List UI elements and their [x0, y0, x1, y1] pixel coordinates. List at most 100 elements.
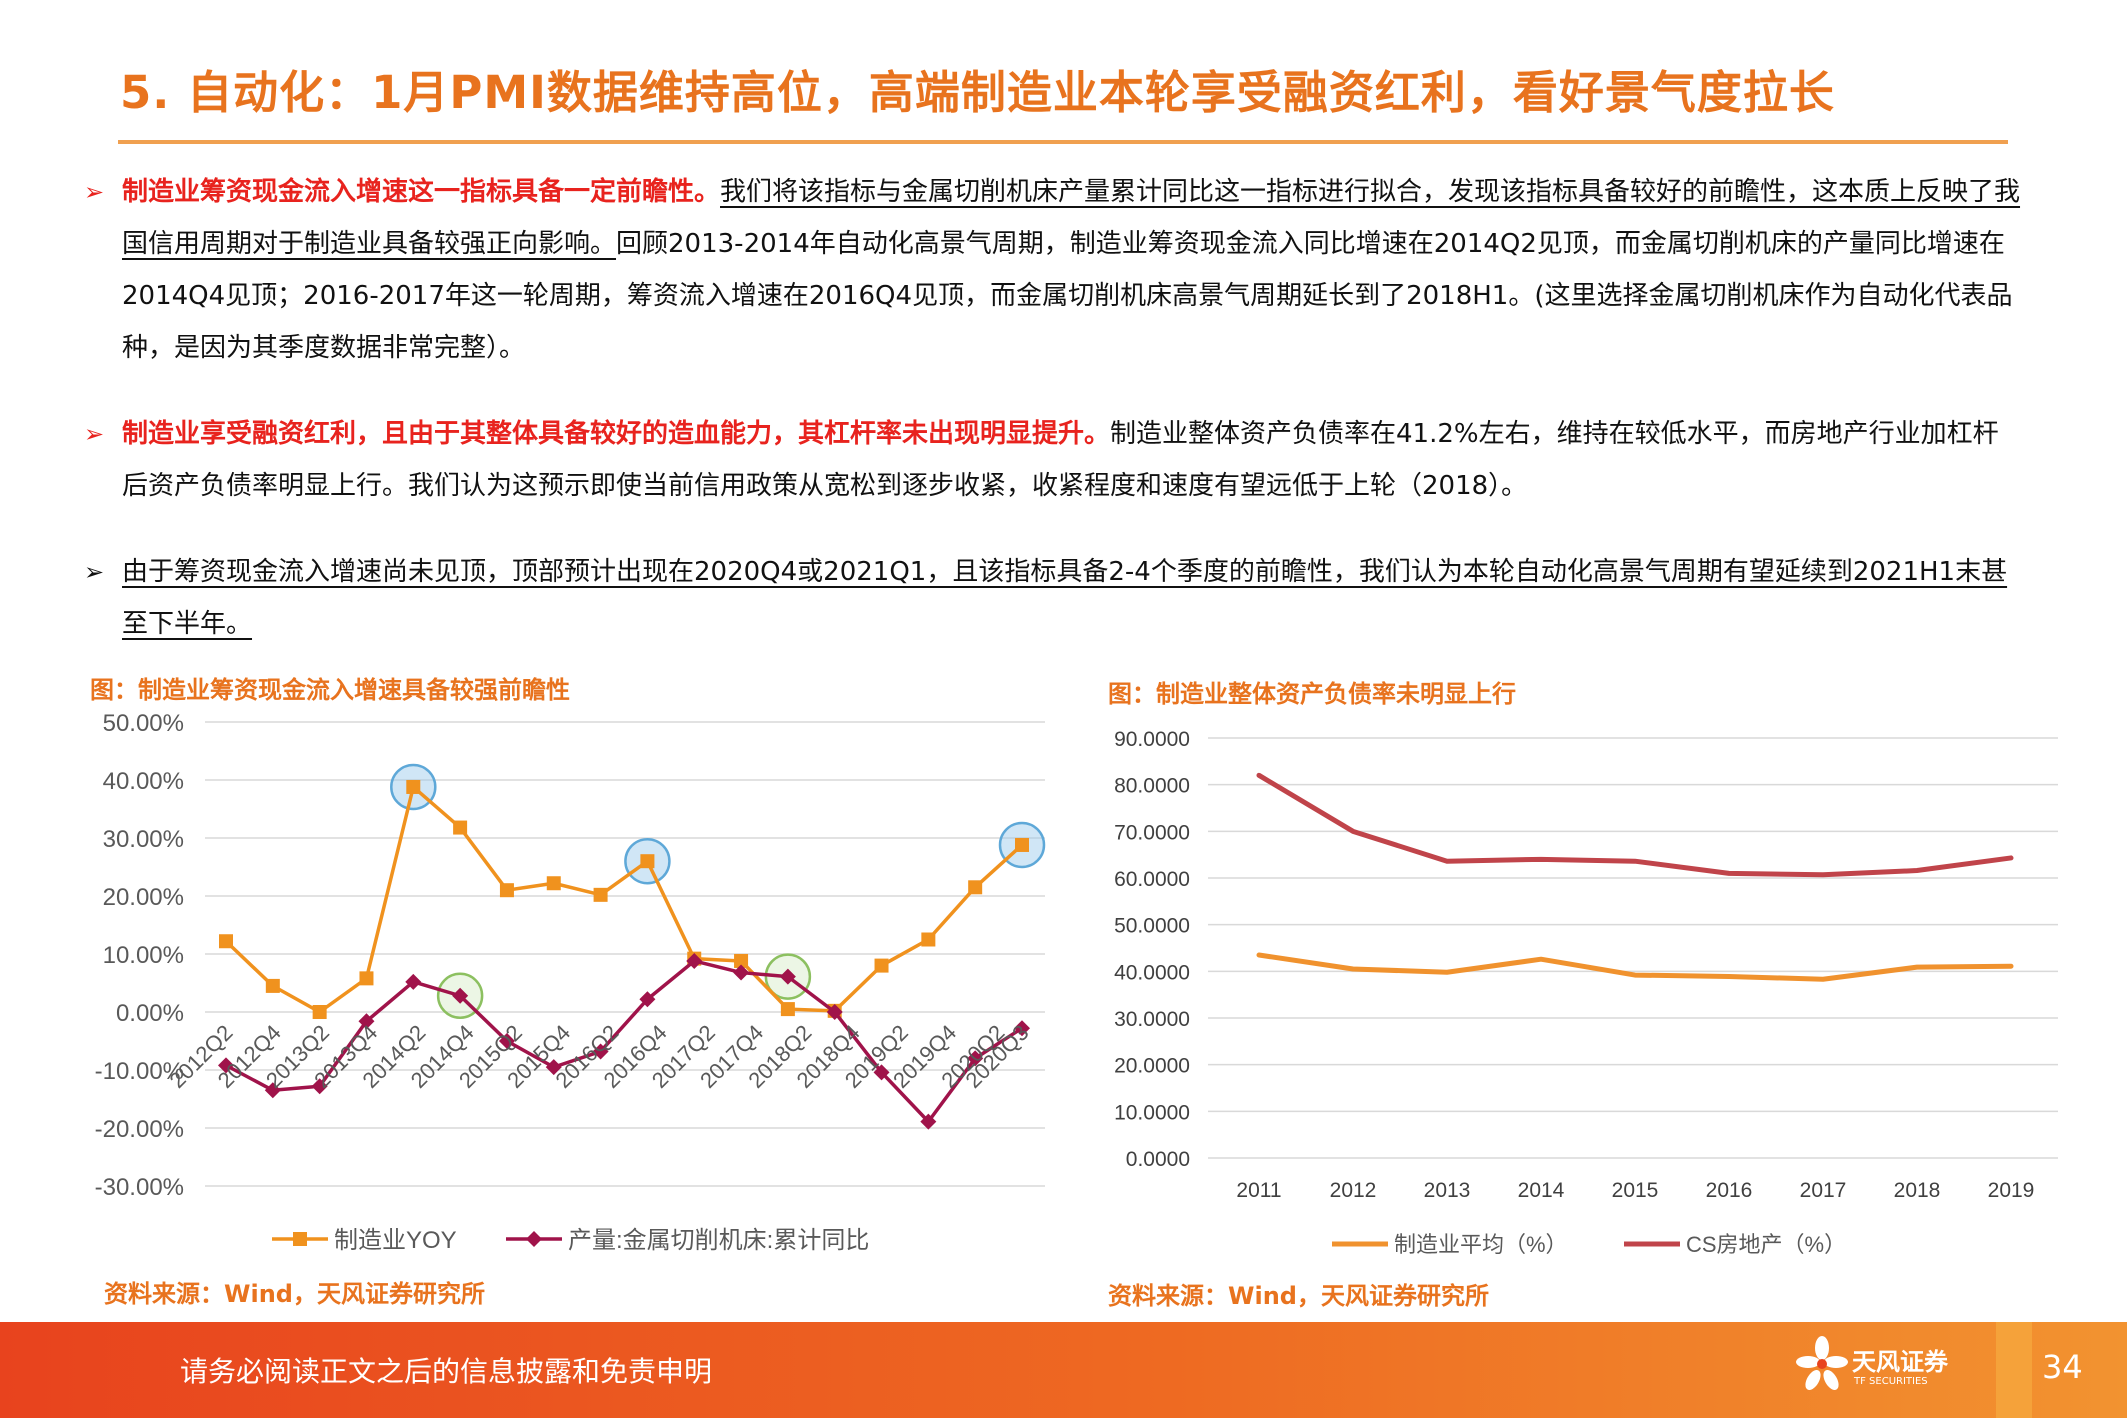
legend-label: CS房地产（%）	[1686, 1232, 1846, 1257]
logo-text: 天风证券	[1852, 1348, 1948, 1376]
data-point	[780, 1002, 795, 1017]
y-tick-label: 20.00%	[103, 884, 184, 911]
company-logo: 天风证券 TF SECURITIES	[1796, 1334, 1966, 1404]
data-point	[733, 964, 750, 981]
bullet-2: ➢ 制造业享受融资红利，且由于其整体具备较好的造血能力，其杠杆率未出现明显提升。…	[82, 408, 2022, 512]
data-point	[265, 978, 280, 993]
data-point	[920, 1113, 937, 1130]
bullet-list: ➢ 制造业筹资现金流入增速这一指标具备一定前瞻性。我们将该指标与金属切削机床产量…	[82, 166, 2022, 650]
y-tick-label: 30.00%	[103, 826, 184, 853]
bullet-arrow-icon: ➢	[84, 558, 105, 586]
data-point	[405, 973, 422, 990]
y-tick-label: 20.0000	[1114, 1055, 1190, 1078]
x-tick-label: 2011	[1236, 1179, 1281, 1202]
y-tick-label: 10.0000	[1114, 1101, 1190, 1124]
y-tick-label: 10.00%	[103, 942, 184, 969]
data-point	[826, 1004, 843, 1020]
data-point	[921, 932, 936, 947]
y-tick-label: 40.0000	[1114, 961, 1190, 984]
legend-label: 制造业平均（%）	[1394, 1232, 1568, 1257]
chart-debt-ratio: 图：制造业整体资产负债率未明显上行 90.0000 80.0000 70.0000 6…	[1060, 660, 2127, 1320]
bullet-arrow-icon: ➢	[84, 178, 105, 206]
y-tick-label: 80.0000	[1114, 775, 1190, 798]
footer-disclaimer: 请务必阅读正文之后的信息披露和免责申明	[180, 1355, 713, 1388]
data-point	[967, 1050, 984, 1067]
x-tick-label: 2012	[1330, 1179, 1377, 1202]
data-point	[219, 934, 233, 949]
data-point	[734, 953, 749, 968]
data-point	[264, 1082, 281, 1099]
series-line-2	[225, 959, 1023, 1124]
footer-bar: 请务必阅读正文之后的信息披露和免责申明 天风证券 TF SECURITIES 3…	[0, 1322, 2127, 1418]
data-point	[779, 968, 796, 985]
y-tick-label: 40.00%	[103, 768, 184, 795]
x-tick-label: 2015	[1612, 1179, 1659, 1202]
bullet-3: ➢ 由于筹资现金流入增速尚未见顶，顶部预计出现在2020Q4或2021Q1，且该…	[82, 546, 2022, 650]
data-point	[498, 1033, 515, 1049]
chart-financing-vs-machine-tools: 图：制造业筹资现金流入增速具备较强前瞻性 50.00% 40.00% 30.00% 2…	[0, 660, 1060, 1320]
data-point	[640, 854, 655, 869]
y-tick-label: 0.0000	[1126, 1148, 1190, 1171]
data-point	[546, 876, 561, 891]
y-tick-label: 30.0000	[1114, 1008, 1190, 1031]
data-point	[545, 1059, 562, 1076]
data-point	[1014, 1020, 1030, 1037]
data-point	[592, 1043, 609, 1060]
data-point	[218, 1057, 234, 1074]
footer-accent-band	[1996, 1322, 2032, 1418]
y-tick-label: -30.00%	[95, 1174, 184, 1201]
legend-marker	[293, 1232, 307, 1246]
data-point	[359, 971, 374, 986]
data-point	[874, 958, 889, 973]
x-tick-label: 2014	[1518, 1179, 1565, 1202]
x-tick-label: 2017	[1800, 1179, 1847, 1202]
chart-1-svg: 50.00% 40.00% 30.00% 20.00% 10.00% 0.00% -10.0…	[95, 710, 1046, 1254]
data-point	[593, 887, 608, 902]
y-tick-label: -20.00%	[95, 1116, 184, 1143]
data-point	[1015, 837, 1029, 852]
series-line-2	[1256, 772, 2014, 878]
x-tick-label: 2016	[1706, 1179, 1753, 1202]
data-point	[639, 991, 656, 1008]
bullet-1-lead: 制造业筹资现金流入增速这一指标具备一定前瞻性。	[122, 177, 721, 207]
slide-title: 5. 自动化：1月PMI数据维持高位，高端制造业本轮享受融资红利，看好景气度拉长	[120, 66, 1835, 119]
data-point	[968, 880, 983, 895]
bullet-arrow-icon: ➢	[84, 420, 105, 448]
flower-logo-icon	[1796, 1336, 1848, 1390]
legend-marker	[526, 1231, 542, 1247]
data-point	[499, 883, 514, 898]
y-tick-label: 60.0000	[1114, 868, 1190, 891]
y-tick-label: 70.0000	[1114, 821, 1190, 844]
legend-label: 制造业YOY	[334, 1227, 457, 1254]
data-point	[873, 1064, 890, 1081]
data-point	[686, 952, 703, 969]
chart-2-svg: 90.0000 80.0000 70.0000 60.0000 50.0000 40.00…	[1114, 728, 2058, 1257]
page-number: 34	[2042, 1348, 2083, 1386]
data-point	[312, 1005, 327, 1019]
bullet-1: ➢ 制造业筹资现金流入增速这一指标具备一定前瞻性。我们将该指标与金属切削机床产量…	[82, 166, 2022, 374]
chart-2-title: 图：制造业整体资产负债率未明显上行	[1108, 680, 1516, 708]
series-line-1	[224, 785, 1024, 1014]
bullet-1-underlined: 我们将该指标与金属切削机床产量累计同比这一指标进行拟合，发现该指标具备较好的前瞻…	[122, 177, 2021, 259]
y-tick-label: 50.00%	[103, 710, 184, 737]
series-line-1	[1256, 952, 2014, 982]
data-point	[452, 987, 469, 1004]
chart-1-title: 图：制造业筹资现金流入增速具备较强前瞻性	[90, 676, 570, 704]
bullet-2-lead: 制造业享受融资红利，且由于其整体具备较好的造血能力，其杠杆率未出现明显提升。	[122, 419, 1111, 449]
data-point	[453, 820, 468, 835]
y-tick-label: 50.0000	[1114, 915, 1190, 938]
y-tick-label: 0.00%	[116, 1000, 184, 1027]
chart-2-source: 资料来源：Wind，天风证券研究所	[1108, 1282, 1489, 1310]
x-tick-label: 2019	[1988, 1179, 2035, 1202]
legend-label: 产量:金属切削机床:累计同比	[568, 1227, 869, 1254]
data-point	[358, 1013, 375, 1030]
bullet-3-underlined: 由于筹资现金流入增速尚未见顶，顶部预计出现在2020Q4或2021Q1，且该指标…	[122, 557, 2008, 639]
data-point	[311, 1078, 328, 1095]
logo-subtext: TF SECURITIES	[1854, 1376, 1928, 1387]
chart-1-source: 资料来源：Wind，天风证券研究所	[104, 1280, 485, 1308]
x-tick-label: 2018	[1894, 1179, 1941, 1202]
data-point	[406, 779, 421, 794]
bullet-1-body: 回顾2013-2014年自动化高景气周期，制造业筹资现金流入同比增速在2014Q…	[122, 229, 2013, 363]
y-tick-label: 90.0000	[1114, 728, 1190, 751]
title-divider	[118, 140, 2008, 144]
